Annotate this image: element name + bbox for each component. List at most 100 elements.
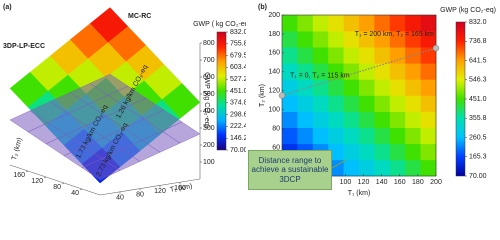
axis-line bbox=[99, 178, 201, 196]
heatmap-cell bbox=[420, 159, 437, 177]
axis-line bbox=[9, 164, 101, 196]
z-tick-label: 800 bbox=[203, 40, 215, 47]
heatmap-cell bbox=[328, 63, 344, 80]
colorbar bbox=[216, 31, 227, 151]
panel-a: 100 200 300 400 500 600 700 800 40 80 120 160 40 80 12… bbox=[3, 4, 251, 200]
heatmap-cell bbox=[282, 127, 298, 145]
z-tick-label: 400 bbox=[203, 108, 215, 115]
heatmap-cell bbox=[405, 47, 421, 64]
x-tick-label: 100 bbox=[340, 179, 352, 186]
colorbar-tick-label: 70.00 bbox=[230, 147, 248, 154]
colorbar-tick-label: 451.0 bbox=[469, 96, 487, 103]
colorbar bbox=[455, 21, 466, 177]
z-tick-label: 100 bbox=[203, 159, 215, 166]
heatmap-cell bbox=[374, 31, 391, 48]
heatmap-cell bbox=[405, 15, 421, 32]
heatmap-cell bbox=[405, 31, 421, 48]
heatmap-cell bbox=[297, 79, 314, 96]
annotation: T₁ = 200 km, T₂ = 165 km bbox=[355, 31, 434, 38]
x-tick-label: 40 bbox=[116, 195, 124, 200]
colorbar-tick-label: 527.2 bbox=[230, 76, 248, 83]
heatmap-cell bbox=[389, 127, 406, 145]
colorbar-title: GWP ( kg CO₂-eq) bbox=[193, 21, 251, 28]
z-tick-label: 300 bbox=[203, 125, 215, 132]
heatmap-cell bbox=[405, 143, 421, 161]
surface-label: MC-RC bbox=[128, 13, 151, 20]
marker bbox=[432, 44, 440, 52]
heatmap-cell bbox=[297, 111, 314, 128]
y-tick-label: 200 bbox=[268, 12, 280, 19]
surface-cell bbox=[81, 158, 121, 180]
y-tick-label: 80 bbox=[272, 125, 280, 132]
heatmap-cell bbox=[374, 111, 391, 128]
heatmap-cell bbox=[359, 95, 375, 112]
heatmap-cell bbox=[420, 63, 437, 80]
colorbar-tick-label: 832.0 bbox=[469, 19, 487, 26]
surface-label: 3DP-LP-ECC bbox=[3, 43, 45, 50]
heatmap-cell bbox=[328, 95, 344, 112]
colorbar-tick-label: 146.2 bbox=[230, 135, 248, 142]
heatmap-cell bbox=[389, 63, 406, 80]
heatmap-cell bbox=[405, 159, 421, 177]
heatmap-cell bbox=[359, 63, 375, 80]
heatmap-cell bbox=[312, 15, 329, 32]
heatmap-cell bbox=[297, 47, 314, 64]
heatmap-cell bbox=[389, 47, 406, 64]
colorbar-tick-label: 451.0 bbox=[230, 88, 248, 95]
heatmap-cell bbox=[359, 159, 375, 177]
x-tick-label: 120 bbox=[358, 179, 370, 186]
heatmap-cell bbox=[343, 143, 360, 161]
heatmap-cell bbox=[389, 143, 406, 161]
heatmap-cell bbox=[297, 63, 314, 80]
callout: Distance range to achieve a sustainable … bbox=[248, 150, 332, 190]
heatmap-cell bbox=[359, 79, 375, 96]
heatmap-cell bbox=[343, 63, 360, 80]
heatmap-cell bbox=[389, 159, 406, 177]
x-tick-label: 200 bbox=[430, 179, 442, 186]
heatmap-cell bbox=[328, 31, 344, 48]
colorbar-tick-label: 165.3 bbox=[469, 154, 487, 161]
colorbar-tick-label: 355.8 bbox=[469, 115, 487, 122]
x-tick-label: 180 bbox=[412, 179, 424, 186]
heatmap-cell bbox=[312, 63, 329, 80]
x-tick-label: 120 bbox=[154, 188, 166, 195]
heatmap-cell bbox=[405, 111, 421, 128]
heatmap-cell bbox=[343, 111, 360, 128]
y-tick bbox=[25, 170, 29, 173]
heatmap-cell bbox=[312, 127, 329, 145]
colorbar-tick-label: 755.8 bbox=[230, 41, 248, 48]
heatmap-cell bbox=[312, 111, 329, 128]
heatmap-cell bbox=[328, 47, 344, 64]
heatmap-cell bbox=[389, 95, 406, 112]
heatmap-cell bbox=[282, 111, 298, 128]
heatmap-cell bbox=[420, 15, 437, 32]
heatmap-cell bbox=[374, 47, 391, 64]
heatmap-cell bbox=[328, 79, 344, 96]
panel-label: (a) bbox=[3, 4, 12, 11]
heatmap-cell bbox=[420, 47, 437, 64]
heatmap-cell bbox=[312, 47, 329, 64]
heatmap-cell bbox=[420, 95, 437, 112]
heatmap-cell bbox=[374, 95, 391, 112]
y-tick-label: 160 bbox=[13, 172, 25, 179]
heatmap-cell bbox=[343, 31, 360, 48]
z-axis-label: GWP (kg CO₂-eq) bbox=[203, 72, 210, 128]
y-tick-label: 60 bbox=[272, 144, 280, 151]
heatmap-cell bbox=[405, 95, 421, 112]
annotation: T₁ = 0, T₂ = 115 km bbox=[290, 72, 350, 79]
heatmap-cell bbox=[374, 143, 391, 161]
panel-b: 4060801001201401601802004060801001201401… bbox=[258, 4, 496, 197]
heatmap-cell bbox=[297, 15, 314, 32]
heatmap-cell bbox=[312, 95, 329, 112]
heatmap-cell bbox=[297, 127, 314, 145]
heatmap-cell bbox=[297, 95, 314, 112]
colorbar-tick-label: 546.3 bbox=[469, 77, 487, 84]
heatmap-cell bbox=[405, 63, 421, 80]
heatmap-cell bbox=[389, 15, 406, 32]
colorbar-tick-label: 70.00 bbox=[469, 173, 487, 180]
heatmap-cell bbox=[420, 143, 437, 161]
colorbar-tick-label: 260.5 bbox=[469, 134, 487, 141]
heatmap-cell bbox=[282, 31, 298, 48]
y-tick-label: 120 bbox=[268, 88, 280, 95]
colorbar-tick-label: 374.8 bbox=[230, 100, 248, 107]
